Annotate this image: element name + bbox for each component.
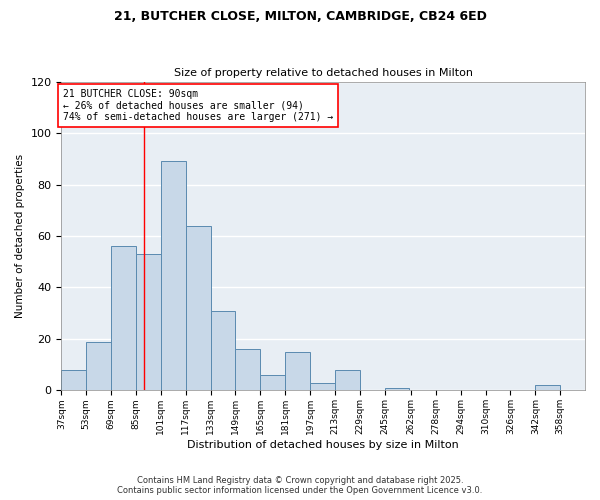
Text: Contains HM Land Registry data © Crown copyright and database right 2025.
Contai: Contains HM Land Registry data © Crown c… <box>118 476 482 495</box>
Bar <box>310 382 335 390</box>
Bar <box>185 226 211 390</box>
Bar <box>260 375 285 390</box>
Bar <box>86 342 111 390</box>
Text: 21 BUTCHER CLOSE: 90sqm
← 26% of detached houses are smaller (94)
74% of semi-de: 21 BUTCHER CLOSE: 90sqm ← 26% of detache… <box>63 90 333 122</box>
Bar <box>285 352 310 391</box>
Bar <box>136 254 161 390</box>
Bar <box>535 386 560 390</box>
Bar <box>61 370 86 390</box>
Text: 21, BUTCHER CLOSE, MILTON, CAMBRIDGE, CB24 6ED: 21, BUTCHER CLOSE, MILTON, CAMBRIDGE, CB… <box>113 10 487 23</box>
Bar <box>111 246 136 390</box>
Bar <box>161 162 185 390</box>
Bar <box>211 310 235 390</box>
Bar <box>385 388 409 390</box>
Title: Size of property relative to detached houses in Milton: Size of property relative to detached ho… <box>174 68 473 78</box>
Y-axis label: Number of detached properties: Number of detached properties <box>15 154 25 318</box>
Bar <box>335 370 360 390</box>
Bar <box>235 349 260 391</box>
X-axis label: Distribution of detached houses by size in Milton: Distribution of detached houses by size … <box>187 440 459 450</box>
